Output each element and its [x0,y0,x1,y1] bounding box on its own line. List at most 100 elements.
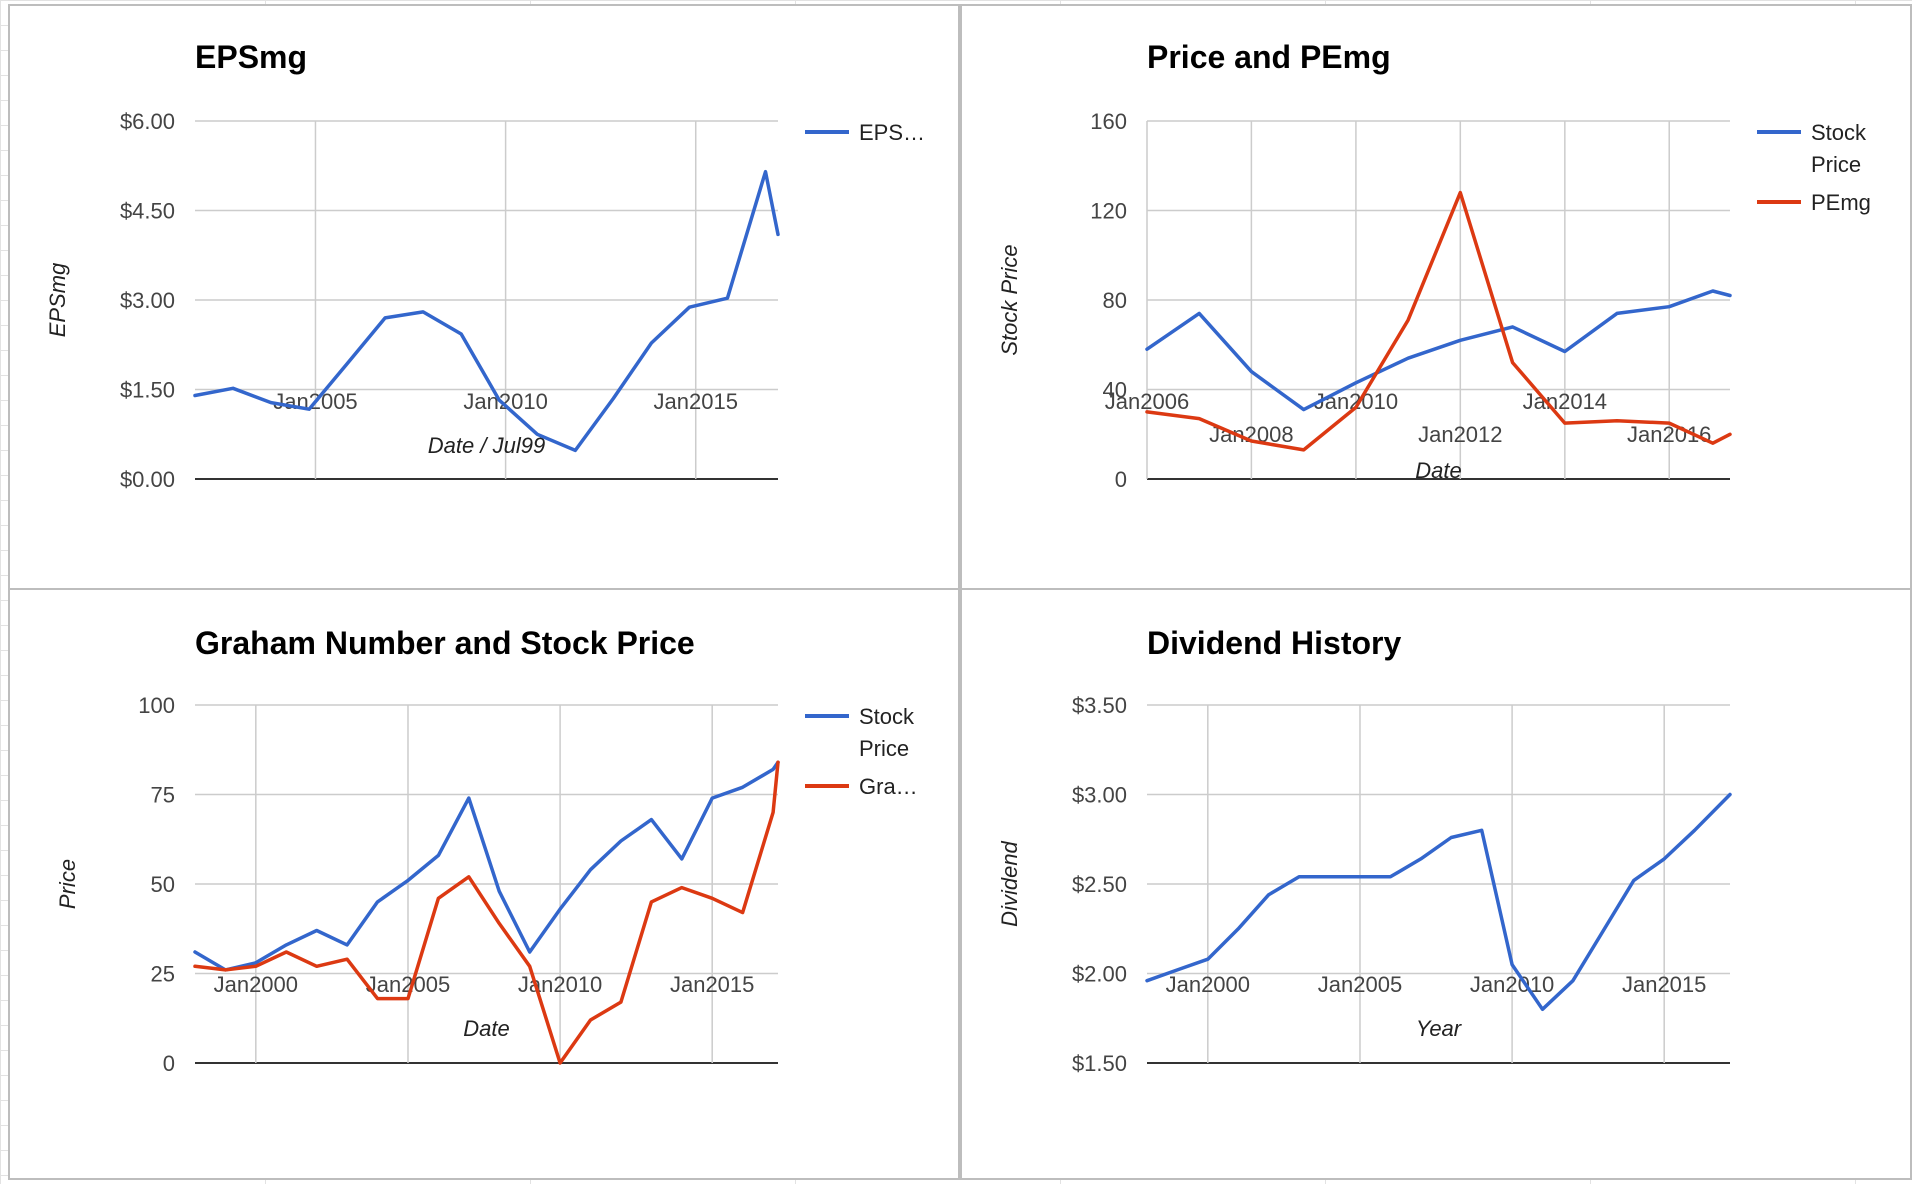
chart-epsmg[interactable]: EPSmg $0.00 $1.50 $3.00 $4.50 $6.00 Jan2005 Jan… [8,4,960,590]
chart-price-pemg[interactable]: Price and PEmg 0 40 80 120 160 Jan2006 Jan2008 J… [960,4,1912,590]
data-point[interactable] [1539,1006,1545,1012]
data-point[interactable] [1614,310,1620,316]
data-point[interactable] [1510,360,1516,366]
data-point[interactable] [496,888,502,894]
data-point[interactable] [192,963,198,969]
data-point[interactable] [1666,420,1672,426]
data-point[interactable] [770,809,776,815]
data-point[interactable] [648,340,654,346]
data-point[interactable] [435,895,441,901]
data-point[interactable] [1457,190,1463,196]
data-point[interactable] [679,856,685,862]
data-point[interactable] [740,910,746,916]
data-point[interactable] [1509,962,1515,968]
series-line[interactable] [193,169,780,453]
data-point[interactable] [1235,926,1241,932]
data-point[interactable] [1144,978,1150,984]
data-point[interactable] [648,817,654,823]
data-point[interactable] [1666,304,1672,310]
data-point[interactable] [1710,440,1716,446]
data-point[interactable] [1296,874,1302,880]
data-point[interactable] [1562,420,1568,426]
data-point[interactable] [709,895,715,901]
data-point[interactable] [648,899,654,905]
chart-graham-number[interactable]: Graham Number and Stock Price 0 25 50 75 100 J… [8,588,960,1180]
data-point[interactable] [1327,874,1333,880]
data-point[interactable] [1510,324,1516,330]
data-point[interactable] [1248,438,1254,444]
data-point[interactable] [253,963,259,969]
data-point[interactable] [1301,447,1307,453]
data-point[interactable] [1196,416,1202,422]
data-point[interactable] [557,906,563,912]
data-point[interactable] [1570,978,1576,984]
data-point[interactable] [344,956,350,962]
data-point[interactable] [405,996,411,1002]
data-point[interactable] [770,766,776,772]
data-point[interactable] [1353,380,1359,386]
data-point[interactable] [618,838,624,844]
data-point[interactable] [1614,418,1620,424]
chart-dividend-history[interactable]: Dividend History $1.50 $2.00 $2.50 $3.00 $3.5… [960,588,1912,1180]
series-line[interactable] [193,760,780,972]
data-point[interactable] [1205,956,1211,962]
data-point[interactable] [496,920,502,926]
data-point[interactable] [1266,892,1272,898]
data-point[interactable] [686,304,692,310]
data-point[interactable] [230,385,236,391]
data-point[interactable] [192,392,198,398]
data-point[interactable] [1387,874,1393,880]
data-point[interactable] [1174,967,1180,973]
series-line[interactable] [1145,190,1732,452]
data-point[interactable] [1562,348,1568,354]
data-point[interactable] [1418,856,1424,862]
data-point[interactable] [1457,337,1463,343]
data-point[interactable] [283,949,289,955]
data-point[interactable] [283,942,289,948]
data-point[interactable] [1479,827,1485,833]
data-point[interactable] [1144,346,1150,352]
data-point[interactable] [1196,310,1202,316]
data-point[interactable] [1600,928,1606,934]
data-point[interactable] [1631,877,1637,883]
data-point[interactable] [610,395,616,401]
data-point[interactable] [344,361,350,367]
data-point[interactable] [775,759,781,765]
data-point[interactable] [557,1060,563,1066]
data-point[interactable] [724,295,730,301]
data-point[interactable] [1727,293,1733,299]
series-line[interactable] [1145,289,1732,412]
data-point[interactable] [618,999,624,1005]
data-point[interactable] [587,1017,593,1023]
series-line[interactable] [1145,792,1732,1012]
data-point[interactable] [709,795,715,801]
data-point[interactable] [775,231,781,237]
data-point[interactable] [458,331,464,337]
data-point[interactable] [268,400,274,406]
data-point[interactable] [1727,431,1733,437]
data-point[interactable] [527,963,533,969]
data-point[interactable] [420,309,426,315]
data-point[interactable] [1301,407,1307,413]
data-point[interactable] [1661,856,1667,862]
data-point[interactable] [496,397,502,403]
data-point[interactable] [1144,409,1150,415]
data-point[interactable] [192,949,198,955]
data-point[interactable] [763,169,769,175]
data-point[interactable] [466,874,472,880]
data-point[interactable] [740,784,746,790]
data-point[interactable] [572,447,578,453]
data-point[interactable] [587,867,593,873]
data-point[interactable] [1727,792,1733,798]
data-point[interactable] [382,315,388,321]
data-point[interactable] [1248,369,1254,375]
data-point[interactable] [466,795,472,801]
data-point[interactable] [1692,827,1698,833]
data-point[interactable] [344,942,350,948]
data-point[interactable] [314,963,320,969]
data-point[interactable] [534,431,540,437]
data-point[interactable] [1710,288,1716,294]
data-point[interactable] [405,877,411,883]
data-point[interactable] [375,899,381,905]
data-point[interactable] [527,949,533,955]
